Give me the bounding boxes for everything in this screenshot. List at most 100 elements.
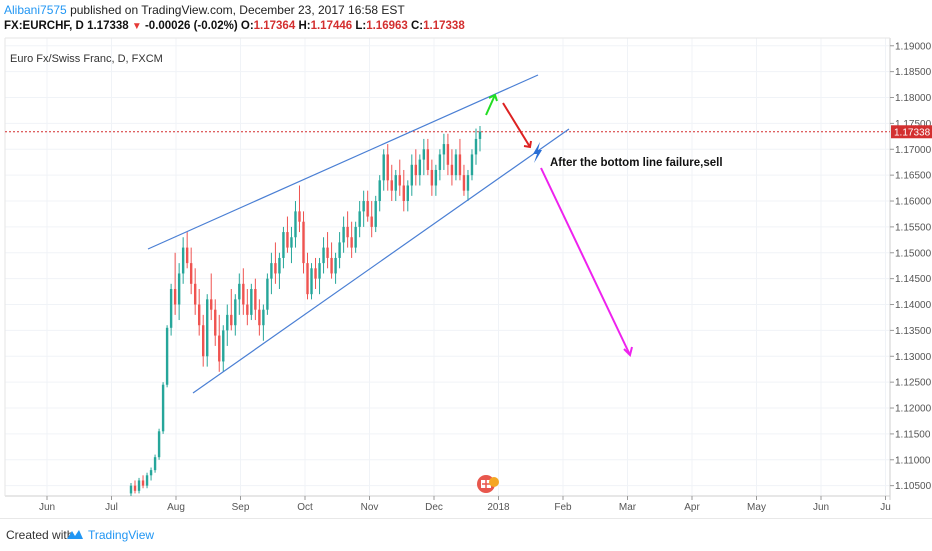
- plot-background: [5, 38, 890, 496]
- price-change: -0.00026 (-0.02%): [144, 20, 238, 32]
- candle-body: [153, 457, 157, 471]
- candle-body: [278, 257, 281, 274]
- candle-body: [246, 304, 249, 315]
- candle-body: [254, 288, 257, 310]
- candle-body: [410, 164, 414, 186]
- x-tick-label: Feb: [554, 502, 572, 513]
- y-tick-label: 1.15500: [895, 222, 932, 233]
- upper-trendline[interactable]: [147, 74, 539, 250]
- close-value: 1.17338: [423, 20, 465, 32]
- sell-annotation[interactable]: After the bottom line failure,sell: [550, 157, 723, 169]
- candle-body: [334, 257, 337, 274]
- red-arrow[interactable]: [502, 102, 532, 149]
- x-tick-label: May: [747, 502, 766, 513]
- candle-body: [193, 283, 197, 305]
- candle-body: [362, 201, 365, 212]
- lower-trendline[interactable]: [192, 128, 570, 394]
- candle-body: [370, 216, 373, 227]
- candle-body: [442, 144, 446, 155]
- event-marker-icon[interactable]: [477, 475, 499, 493]
- y-axis[interactable]: 1.19000 1.18500 1.18000 1.17500 1.17000 1.165…: [890, 41, 932, 492]
- candle-body: [226, 314, 229, 331]
- last-price: 1.17338: [87, 20, 129, 32]
- candle-body: [446, 144, 450, 165]
- candle-body: [414, 164, 418, 176]
- candle-body: [450, 164, 454, 176]
- candle-body: [354, 226, 357, 248]
- chart-area[interactable]: 1.19000 1.18500 1.18000 1.17500 1.17000 1.165…: [0, 0, 932, 518]
- y-tick-label: 1.17000: [895, 145, 932, 156]
- author-link[interactable]: Alibani7575: [4, 3, 67, 17]
- y-tick-label: 1.13000: [895, 352, 932, 363]
- candle-body: [378, 180, 381, 202]
- candle-body: [210, 299, 213, 310]
- candle-body: [318, 263, 321, 279]
- x-tick-label: 2018: [487, 502, 510, 513]
- footer: Created with TradingView: [0, 518, 932, 551]
- candle-body: [286, 232, 289, 248]
- created-with-text: Created with: [6, 528, 74, 542]
- candle-body: [394, 175, 397, 191]
- candle-body: [474, 138, 478, 155]
- candle-body: [266, 278, 269, 310]
- candle-body: [214, 309, 217, 336]
- candle-body: [177, 273, 181, 305]
- candle-body: [326, 247, 329, 258]
- candle-body: [189, 263, 193, 284]
- y-tick-label: 1.18000: [895, 93, 932, 104]
- candle-body: [418, 159, 422, 176]
- x-tick-label: Apr: [684, 502, 700, 513]
- magenta-arrow[interactable]: [540, 167, 633, 357]
- candle-body: [438, 154, 442, 170]
- candle-body: [169, 288, 173, 328]
- candle-body: [222, 330, 225, 362]
- candle-body: [302, 221, 305, 264]
- candle-body: [330, 257, 333, 274]
- candle-body: [466, 175, 470, 191]
- y-tick-label: 1.11000: [895, 455, 931, 466]
- x-tick-label: Ju: [880, 502, 891, 513]
- low-value: 1.16963: [366, 20, 408, 32]
- candle-body: [129, 485, 133, 494]
- candle-body: [306, 263, 309, 295]
- candle-body: [366, 201, 369, 217]
- candle-body: [422, 149, 426, 160]
- candle-body: [197, 304, 201, 326]
- open-value: 1.17364: [253, 20, 296, 32]
- y-tick-label: 1.11500: [895, 429, 931, 440]
- candle-body: [434, 169, 438, 186]
- published-text: published on TradingView.com, December 2…: [70, 3, 405, 17]
- candle-body: [161, 384, 165, 432]
- tradingview-brand-link[interactable]: TradingView: [88, 528, 155, 542]
- candle-body: [234, 299, 237, 326]
- x-tick-label: Jun: [813, 502, 829, 513]
- candle-body: [470, 154, 474, 176]
- candle-body: [218, 335, 221, 362]
- candle-body: [149, 470, 153, 476]
- candle-body: [258, 309, 261, 326]
- candle-body: [462, 175, 466, 191]
- publish-line: Alibani7575 published on TradingView.com…: [4, 3, 405, 17]
- candle-body: [181, 247, 185, 274]
- y-tick-label: 1.14500: [895, 274, 932, 285]
- x-tick-label: Sep: [232, 502, 250, 513]
- candle-body: [145, 475, 149, 486]
- y-tick-label: 1.10500: [895, 481, 932, 492]
- last-price-tag-label: 1.17338: [894, 127, 931, 138]
- down-arrow-icon: ▼: [131, 21, 142, 32]
- candle-body: [298, 211, 301, 222]
- green-arrow[interactable]: [485, 93, 498, 116]
- candle-body: [157, 431, 161, 458]
- x-tick-label: Oct: [297, 502, 313, 513]
- candle-body: [458, 154, 462, 176]
- candle-body: [358, 211, 361, 227]
- candle-body: [382, 154, 385, 181]
- candle-body: [282, 232, 285, 258]
- candle-body: [430, 169, 434, 186]
- instrument-label: Euro Fx/Swiss Franc, D, FXCM: [10, 53, 163, 65]
- x-axis[interactable]: Jun Jul Aug Sep Oct Nov Dec 2018 Feb Mar Apr May Jun…: [39, 496, 891, 513]
- candle-body: [398, 175, 401, 186]
- candle-body: [314, 268, 317, 279]
- y-tick-label: 1.14000: [895, 300, 932, 311]
- candle-body: [346, 226, 349, 238]
